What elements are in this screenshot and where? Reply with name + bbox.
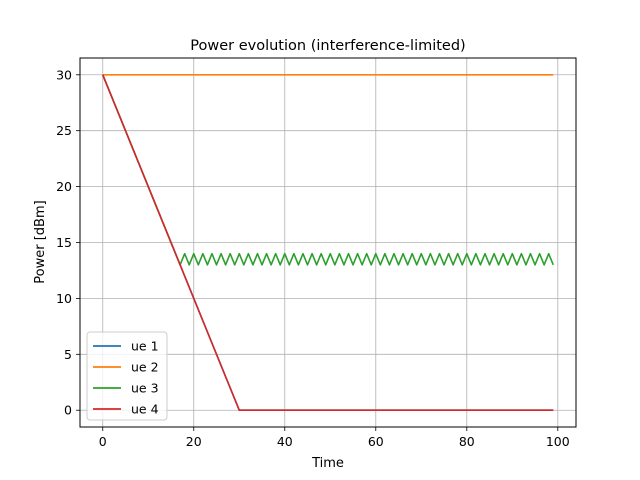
- y-tick-label: 25: [56, 123, 72, 138]
- legend-label: ue 3: [131, 381, 159, 396]
- legend-label: ue 4: [131, 402, 159, 417]
- y-tick-label: 20: [56, 179, 72, 194]
- x-axis-label: Time: [311, 456, 344, 471]
- y-tick-label: 10: [56, 291, 72, 306]
- chart-title: Power evolution (interference-limited): [190, 38, 465, 54]
- x-tick-label: 40: [277, 434, 293, 449]
- x-tick-label: 80: [459, 434, 475, 449]
- series-line-ue-3: [102, 74, 554, 266]
- y-tick-label: 5: [64, 347, 72, 362]
- series-lines: [102, 73, 554, 412]
- legend-box: [86, 331, 168, 421]
- legend-label: ue 2: [131, 360, 159, 375]
- series-line-ue-4: [102, 74, 554, 412]
- y-tick-label: 15: [56, 235, 72, 250]
- x-tick-label: 0: [99, 434, 107, 449]
- y-tick-label: 0: [64, 403, 72, 418]
- legend-entries: ue 1 ue 2 ue 3 ue 4: [93, 339, 159, 417]
- x-tick-label: 60: [368, 434, 384, 449]
- y-axis-label: Power [dBm]: [33, 200, 48, 283]
- legend: ue 1 ue 2 ue 3 ue 4: [86, 331, 168, 421]
- x-tick-label: 100: [546, 434, 570, 449]
- y-tick-label: 30: [56, 67, 72, 82]
- x-tick-label: 20: [186, 434, 202, 449]
- axis-ticks: 0 20 40 60 80 100 0 5 10 15 20 25 30: [56, 67, 570, 449]
- legend-label: ue 1: [131, 339, 159, 354]
